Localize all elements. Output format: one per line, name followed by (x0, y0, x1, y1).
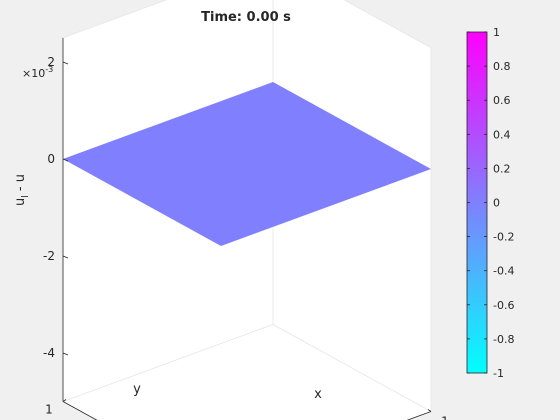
z-tick-label: 2 (47, 55, 55, 69)
z-axis-label: ul - u (13, 174, 31, 206)
z-tick-mark (62, 158, 69, 162)
plot-axes: 00.51 00.51 -4 -2 0 2 (43, 0, 449, 420)
z-axis-ticks: -4 -2 0 2 (43, 55, 69, 360)
z-tick-mark (62, 352, 69, 356)
back-floor-edge-left (62, 324, 274, 402)
z-exponent-multiplier: ×10-3 (22, 65, 53, 80)
top-back-edge-left (62, 0, 168, 39)
z-tick-label: -2 (43, 249, 55, 263)
y-axis-line (62, 401, 98, 420)
colorbar-tick-label: 1 (493, 26, 500, 39)
z-tick-mark (62, 255, 69, 259)
colorbar-tick-label: -0.4 (493, 265, 514, 278)
z-tick-label: 0 (47, 152, 55, 166)
colorbar-tick-label: 0.4 (493, 128, 511, 141)
x-tick-mark (427, 409, 432, 412)
y-axis-ticks: 00.51 (45, 399, 67, 417)
y-axis-label: y (133, 382, 141, 397)
top-back-edge-right (343, 0, 432, 49)
z-tick-label: -4 (43, 346, 55, 360)
colorbar-ticks: -1 -0.8 -0.6 -0.4 -0.2 0 0.2 0.4 0.6 0.8 1 (467, 26, 514, 380)
colorbar-tick-label: -0.2 (493, 231, 514, 244)
y-tick-mark (62, 399, 67, 402)
z-tick-mark (62, 61, 69, 65)
colorbar-tick-label: -1 (493, 367, 504, 380)
z-axis-label-rest: - u (13, 174, 28, 195)
colorbar-tick-label: -0.8 (493, 333, 514, 346)
colorbar-tick-label: 0 (493, 197, 500, 210)
z-axis-label-main: u (13, 198, 28, 206)
surface-patch (63, 82, 431, 246)
x-tick-label: 1 (441, 415, 449, 420)
colorbar: -1 -0.8 -0.6 -0.4 -0.2 0 0.2 0.4 0.6 0.8 1 (466, 26, 514, 380)
colorbar-tick-label: -0.6 (493, 299, 514, 312)
colorbar-tick-label: 0.2 (493, 162, 511, 175)
chart-title: Time: 0.00 s (201, 10, 291, 25)
z-multiplier-base: ×10 (22, 67, 45, 80)
y-tick-label: 1 (45, 403, 53, 417)
colorbar-tick-label: 0.8 (493, 60, 511, 73)
x-axis-label: x (314, 387, 322, 402)
z-axis-label-subscript: l (21, 195, 31, 198)
x-axis-ticks: 00.51 (427, 409, 449, 420)
back-floor-edge-right (272, 324, 432, 412)
z-multiplier-exponent: -3 (45, 65, 53, 74)
colorbar-tick-label: 0.6 (493, 94, 511, 107)
